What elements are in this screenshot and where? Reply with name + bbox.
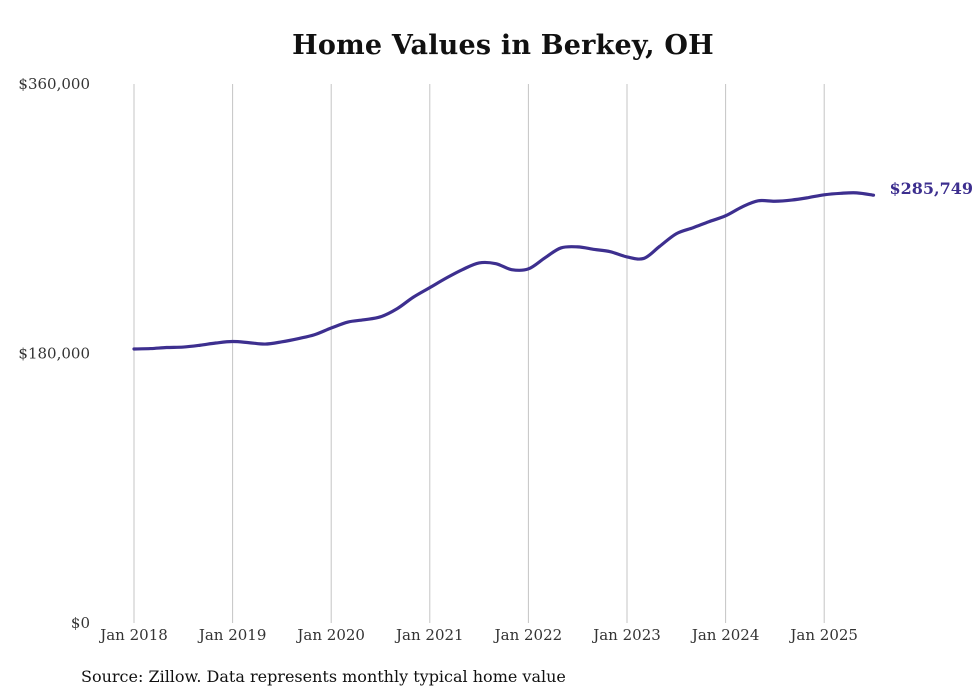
data-point [133, 348, 135, 350]
data-point [774, 200, 776, 202]
data-point [609, 250, 611, 252]
data-point [363, 319, 365, 321]
data-point [724, 215, 726, 217]
y-tick-label: $360,000 [18, 75, 90, 93]
data-point [658, 245, 660, 247]
data-point [231, 340, 233, 342]
data-point [412, 296, 414, 298]
x-tick-label: Jan 2022 [493, 626, 563, 644]
data-point [495, 262, 497, 264]
series-layer [132, 191, 876, 351]
data-point [544, 256, 546, 258]
data-point [297, 337, 299, 339]
data-point [330, 327, 332, 329]
data-point [692, 227, 694, 229]
y-tick-label: $0 [71, 614, 90, 632]
data-point [577, 246, 579, 248]
x-tick-label: Jan 2024 [690, 626, 760, 644]
data-point [215, 342, 217, 344]
x-tick-label: Jan 2023 [591, 626, 661, 644]
source-note: Source: Zillow. Data represents monthly … [81, 667, 566, 686]
annotations: $285,749 [890, 179, 974, 198]
x-tick-label: Jan 2021 [394, 626, 464, 644]
data-point [461, 268, 463, 270]
data-point [823, 194, 825, 196]
data-point [757, 200, 759, 202]
data-point [182, 346, 184, 348]
data-point [856, 192, 858, 194]
data-point [445, 277, 447, 279]
data-point [708, 221, 710, 223]
data-point [281, 341, 283, 343]
x-tick-label: Jan 2020 [295, 626, 365, 644]
y-axis-ticks: $0 $180,000 $360,000 [18, 75, 90, 632]
data-point [560, 247, 562, 249]
data-point [527, 268, 529, 270]
grid-lines [133, 84, 825, 623]
x-tick-label: Jan 2018 [98, 626, 168, 644]
data-point [790, 199, 792, 201]
data-point [840, 192, 842, 194]
x-tick-label: Jan 2019 [197, 626, 267, 644]
data-point [313, 334, 315, 336]
data-point [347, 321, 349, 323]
x-tick-label: Jan 2025 [788, 626, 858, 644]
x-axis-ticks: Jan 2018 Jan 2019 Jan 2020 Jan 2021 Jan 2022… [98, 626, 858, 644]
data-point [675, 233, 677, 235]
data-point [478, 262, 480, 264]
data-point [264, 343, 266, 345]
chart-title: Home Values in Berkey, OH [292, 30, 714, 61]
data-point [165, 346, 167, 348]
y-tick-label: $180,000 [18, 345, 90, 363]
data-point [396, 307, 398, 309]
data-point [593, 248, 595, 250]
last-value-label: $285,749 [890, 179, 974, 198]
data-point [806, 197, 808, 199]
data-point [429, 286, 431, 288]
data-point [872, 194, 874, 196]
data-point [643, 257, 645, 259]
data-point [626, 256, 628, 258]
data-point [741, 206, 743, 208]
data-point [248, 342, 250, 344]
data-point [510, 268, 512, 270]
data-point [379, 316, 381, 318]
series-line [132, 191, 876, 351]
data-point [150, 347, 152, 349]
data-point [199, 344, 201, 346]
